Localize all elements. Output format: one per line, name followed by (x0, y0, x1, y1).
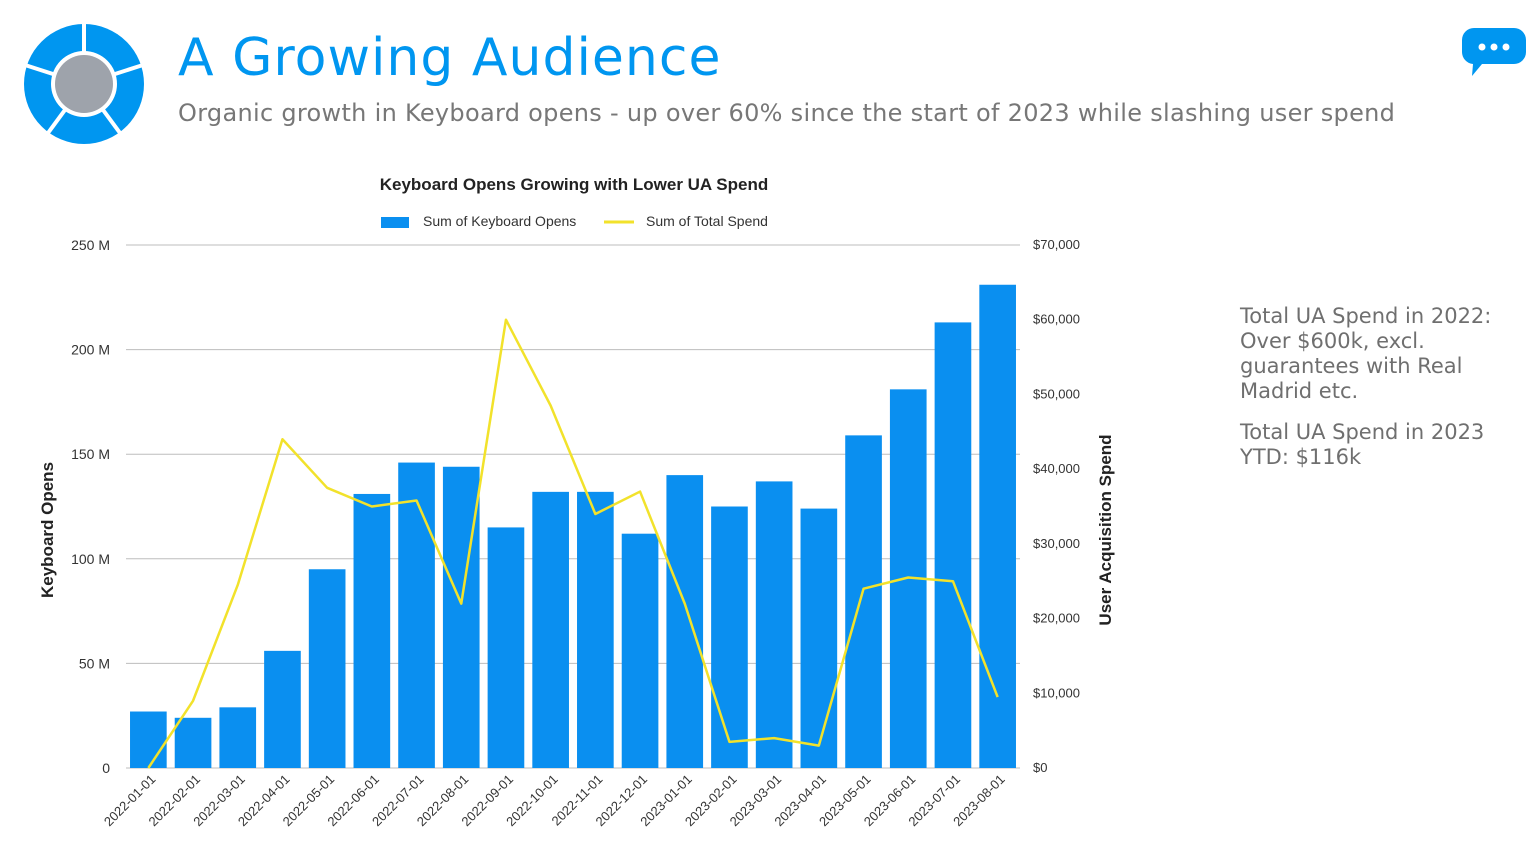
y-tick-label: 0 (102, 760, 110, 776)
ua-spend-notes: Total UA Spend in 2022: Over $600k, excl… (1240, 304, 1510, 486)
opens-bar (577, 491, 614, 768)
legend-bar-swatch (381, 217, 409, 228)
page-title: A Growing Audience (178, 28, 722, 88)
legend-bar-label: Sum of Keyboard Opens (423, 213, 576, 229)
note-2022-spend: Total UA Spend in 2022: Over $600k, excl… (1240, 304, 1492, 403)
legend-line-label: Sum of Total Spend (646, 213, 768, 229)
y-tick-label: 250 M (71, 237, 110, 253)
y-tick-label: 50 M (79, 655, 110, 671)
opens-bar (130, 711, 167, 768)
y2-tick-label: $50,000 (1033, 386, 1080, 401)
y2-tick-label: $40,000 (1033, 461, 1080, 476)
y-tick-label: 100 M (71, 551, 110, 567)
chat-bubble-icon[interactable] (1460, 26, 1526, 78)
opens-bar (174, 717, 212, 768)
opens-bar (711, 506, 748, 768)
y2-tick-label: $60,000 (1033, 312, 1080, 327)
opens-bar (934, 322, 972, 768)
opens-bar (442, 466, 480, 768)
y2-axis-label: User Acquisition Spend (1096, 434, 1115, 625)
opens-bar (800, 508, 838, 768)
opens-bar (666, 475, 704, 768)
note-2023-spend: Total UA Spend in 2023 YTD: $116k (1240, 420, 1485, 469)
opens-bar (979, 284, 1016, 768)
opens-bar (398, 462, 435, 768)
wheel-logo-icon (24, 22, 144, 144)
y2-tick-label: $10,000 (1033, 685, 1080, 700)
keyboard-opens-chart: Keyboard Opens Growing with Lower UA Spe… (38, 175, 1115, 829)
y2-tick-label: $0 (1033, 760, 1047, 775)
y-tick-label: 200 M (71, 342, 110, 358)
y-axis-label: Keyboard Opens (38, 462, 57, 598)
opens-bar (845, 435, 882, 768)
opens-bar (219, 707, 257, 768)
y2-tick-label: $20,000 (1033, 611, 1080, 626)
chart-legend: Sum of Keyboard Opens Sum of Total Spend (381, 213, 768, 229)
y2-tick-label: $30,000 (1033, 536, 1080, 551)
y-tick-label: 150 M (71, 446, 110, 462)
opens-bar (353, 493, 391, 768)
opens-bar (621, 533, 659, 768)
opens-bar (264, 650, 301, 768)
opens-bar (755, 481, 793, 768)
page-subtitle: Organic growth in Keyboard opens - up ov… (178, 99, 1396, 127)
y2-tick-label: $70,000 (1033, 237, 1080, 252)
spend-line (147, 318, 999, 769)
opens-bar (487, 527, 525, 768)
chart-title: Keyboard Opens Growing with Lower UA Spe… (380, 175, 769, 194)
opens-bar (532, 491, 569, 768)
opens-bar (308, 569, 346, 768)
